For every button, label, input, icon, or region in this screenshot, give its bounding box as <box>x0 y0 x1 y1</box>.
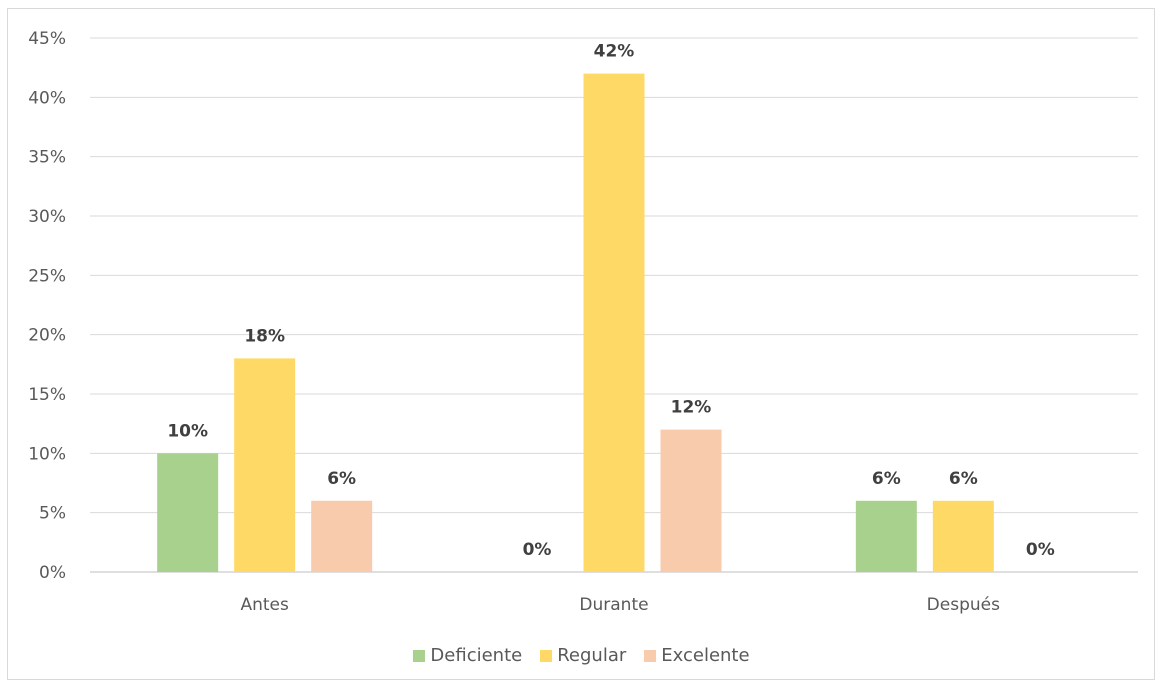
legend-label: Regular <box>557 645 627 666</box>
data-label: 10% <box>167 421 208 441</box>
data-label: 18% <box>244 326 285 346</box>
x-axis-categories: Antes Durante Después <box>240 595 1000 615</box>
y-tick-label: 15% <box>28 385 66 405</box>
legend-label: Excelente <box>661 645 750 666</box>
data-label: 0% <box>523 540 552 560</box>
bar-excelente-0 <box>311 500 373 572</box>
y-tick-label: 5% <box>39 504 66 524</box>
legend-item-excelente: Excelente <box>644 645 750 666</box>
y-axis-ticks: 0% 5% 10% 15% 20% 25% 30% 35% 40% 45% <box>28 29 66 583</box>
y-tick-label: 0% <box>39 563 66 583</box>
y-tick-label: 20% <box>28 326 66 346</box>
data-label: 42% <box>594 42 635 62</box>
bar-deficiente-2 <box>855 500 917 572</box>
legend-swatch <box>644 649 657 662</box>
y-tick-label: 10% <box>28 444 66 464</box>
data-label: 6% <box>949 469 978 489</box>
y-tick-label: 30% <box>28 207 66 227</box>
y-tick-label: 40% <box>28 88 66 108</box>
legend-swatch <box>413 649 426 662</box>
y-tick-label: 45% <box>28 29 66 49</box>
data-label: 6% <box>872 469 901 489</box>
bar-regular-1 <box>583 73 645 572</box>
bars <box>157 73 994 572</box>
category-label: Antes <box>240 595 289 615</box>
legend-item-deficiente: Deficiente <box>413 645 522 666</box>
category-label: Durante <box>579 595 648 615</box>
legend-swatch <box>540 649 553 662</box>
bar-regular-0 <box>234 358 296 572</box>
category-label: Después <box>927 595 1000 615</box>
legend-item-regular: Regular <box>540 645 626 666</box>
bar-excelente-1 <box>660 429 722 572</box>
data-labels: 10% 18% 6% 0% 42% 12% 6% 6% 0% <box>167 42 1054 560</box>
data-label: 0% <box>1026 540 1055 560</box>
legend-label: Deficiente <box>430 645 523 666</box>
bar-regular-2 <box>932 500 994 572</box>
data-label: 6% <box>327 469 356 489</box>
y-tick-label: 35% <box>28 148 66 168</box>
data-label: 12% <box>671 398 712 418</box>
y-tick-label: 25% <box>28 266 66 286</box>
legend: Deficiente Regular Excelente <box>0 645 1163 666</box>
bar-deficiente-0 <box>157 453 219 572</box>
